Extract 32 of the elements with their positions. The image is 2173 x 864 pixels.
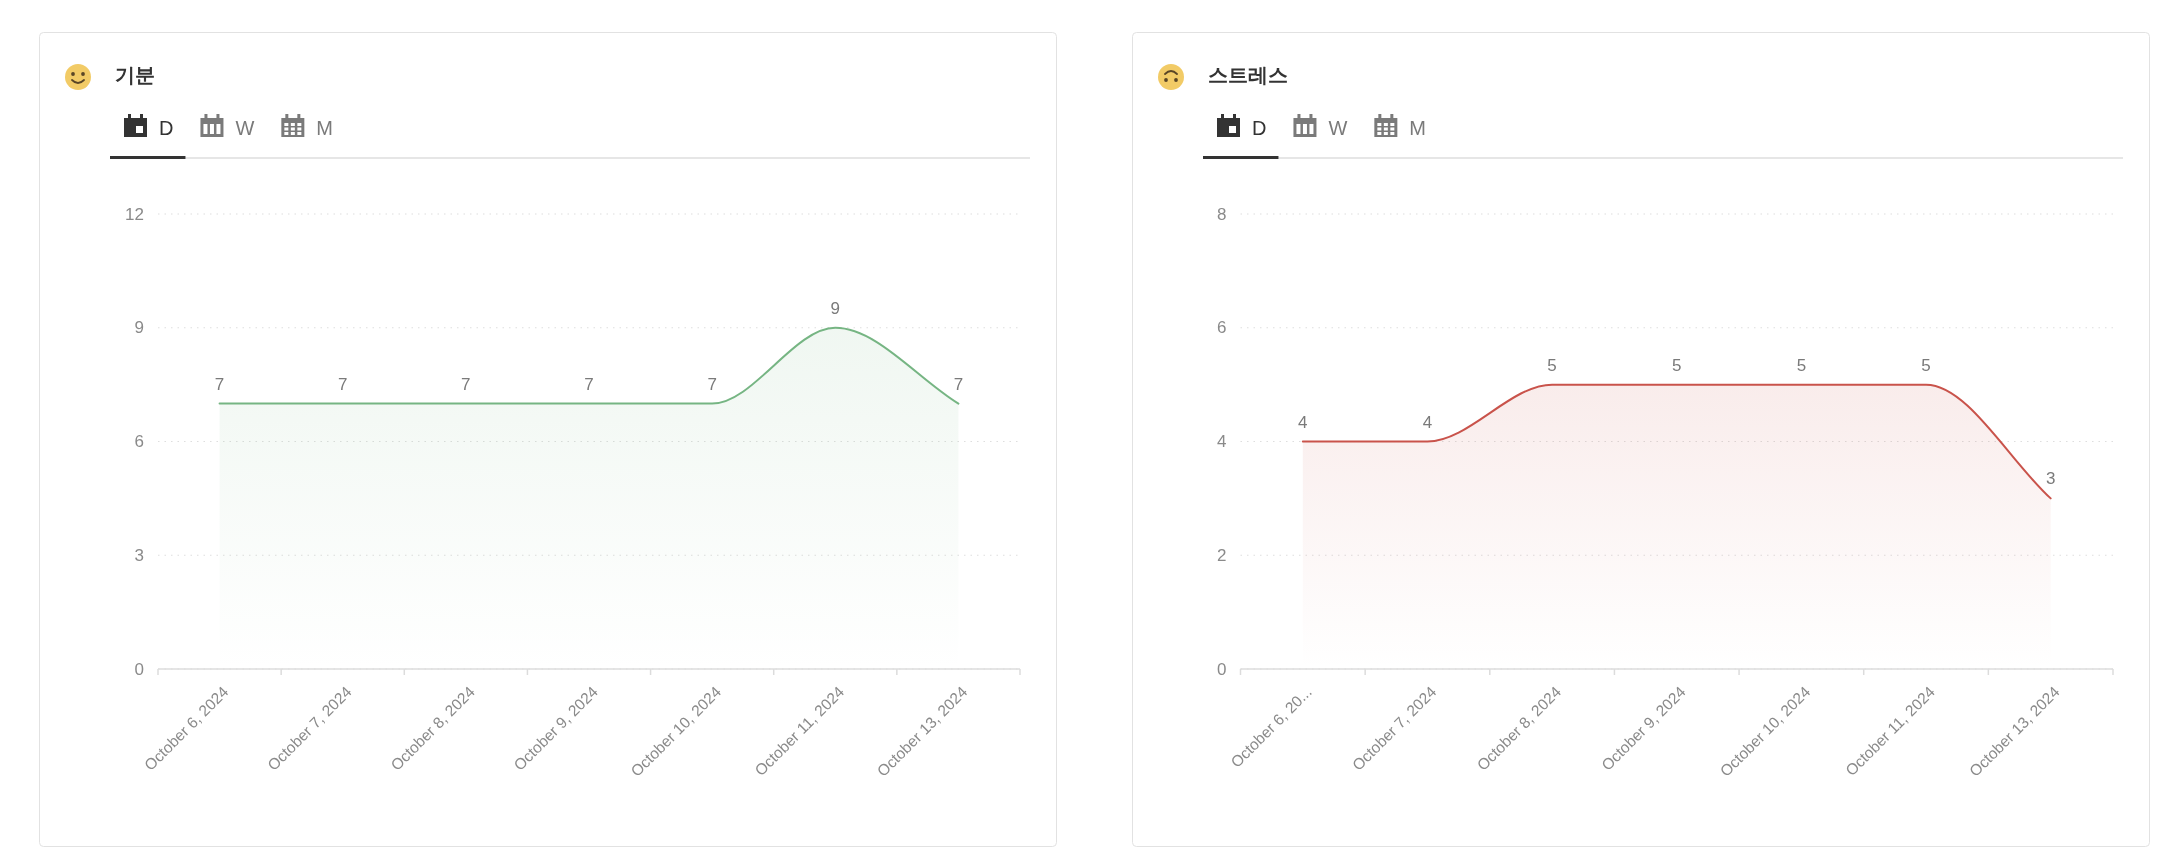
y-tick-label: 9 bbox=[134, 318, 144, 338]
text: D bbox=[159, 117, 174, 139]
y-tick-label: 0 bbox=[1217, 659, 1227, 679]
y-tick-label: 6 bbox=[134, 432, 144, 451]
data-label: 3 bbox=[2045, 469, 2056, 489]
y-tick-label: 0 bbox=[134, 659, 144, 679]
data-label: 5 bbox=[1672, 355, 1682, 375]
data-label: 7 bbox=[337, 374, 348, 394]
data-label: 9 bbox=[830, 298, 841, 318]
data-label: 7 bbox=[953, 374, 964, 394]
y-tick-label: 12 bbox=[125, 204, 144, 224]
data-label: 4 bbox=[1298, 412, 1308, 432]
y-tick-label: 6 bbox=[1217, 318, 1227, 338]
data-label: 4 bbox=[1422, 412, 1433, 432]
y-tick-label: 2 bbox=[1217, 545, 1227, 565]
text: D bbox=[1252, 117, 1267, 139]
text: M bbox=[1409, 117, 1427, 139]
y-tick-label: 4 bbox=[1217, 432, 1227, 451]
data-label: 7 bbox=[584, 374, 594, 394]
y-tick-label: 3 bbox=[134, 545, 144, 565]
data-label: 5 bbox=[1921, 355, 1931, 375]
y-tick-label: 8 bbox=[1217, 204, 1227, 224]
chart-title: 스트레스 bbox=[1208, 64, 1288, 86]
text: M bbox=[316, 117, 334, 139]
data-label: 7 bbox=[461, 374, 471, 394]
data-label: 7 bbox=[214, 374, 225, 394]
text: W bbox=[1328, 117, 1348, 139]
text: W bbox=[235, 117, 255, 139]
data-label: 5 bbox=[1547, 355, 1557, 375]
data-label: 7 bbox=[707, 374, 717, 394]
data-label: 5 bbox=[1796, 355, 1807, 375]
chart-title: 기분 bbox=[115, 64, 155, 86]
